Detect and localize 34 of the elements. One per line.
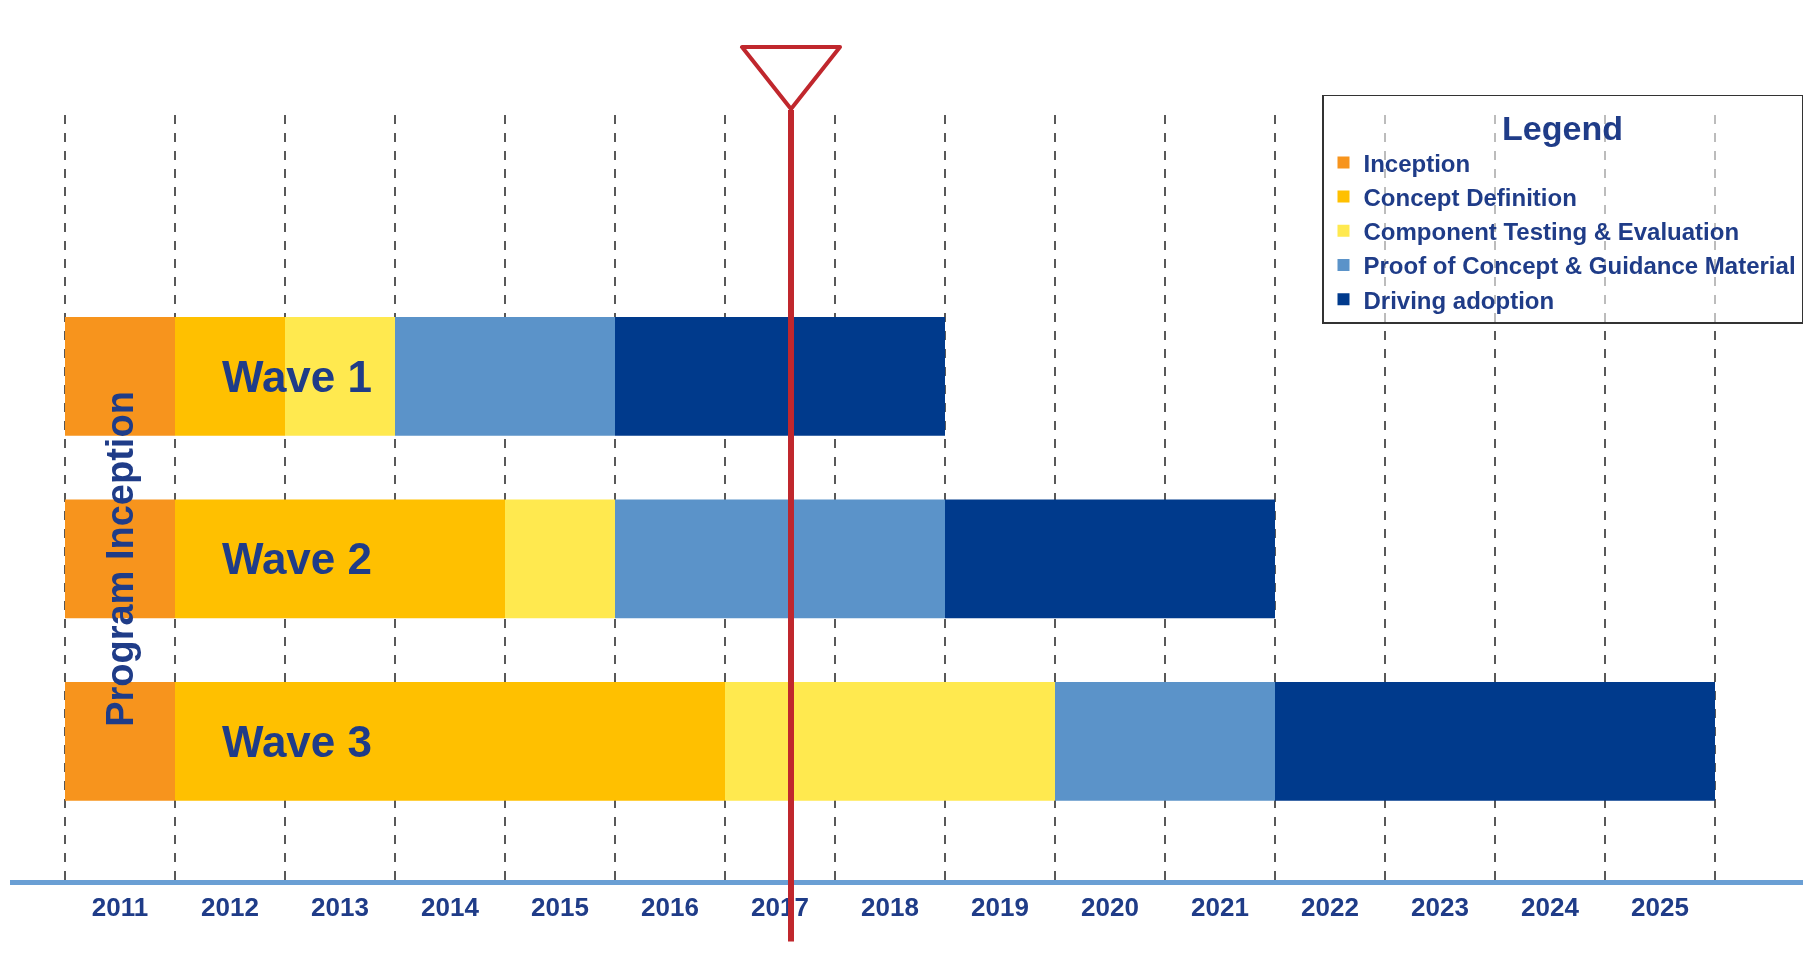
annotation: Program Inception (99, 391, 142, 727)
bar (1055, 682, 1275, 801)
bar (505, 499, 615, 619)
x-tick-label: 2013 (311, 892, 369, 923)
legend-label: Proof of Concept & Guidance Material (1363, 252, 1796, 280)
x-tick-label: 2014 (421, 892, 480, 923)
bar (615, 317, 945, 436)
x-tick-label: 2025 (1631, 892, 1689, 923)
x-tick-label: 2019 (971, 892, 1029, 923)
legend-label: Driving adoption (1363, 286, 1555, 314)
x-tick-label: 2012 (201, 892, 259, 923)
legend-label: Concept Definition (1363, 183, 1577, 211)
legend-label: Component Testing & Evaluation (1363, 218, 1740, 246)
bar (725, 682, 1055, 801)
bar (615, 499, 945, 619)
legend-label: Inception (1363, 149, 1471, 177)
bar (1275, 682, 1715, 801)
x-tick-label: 2023 (1411, 892, 1469, 923)
x-tick-label: 2024 (1521, 892, 1580, 923)
bar (175, 682, 725, 801)
y-tick-label: Wave 1 (222, 352, 373, 401)
legend-title: Legend (1502, 109, 1623, 148)
x-tick-label: 2011 (91, 892, 149, 923)
y-tick-label: Wave 3 (222, 717, 373, 766)
y-tick-label: Wave 2 (222, 534, 373, 583)
x-tick-label: 2021 (1191, 892, 1249, 923)
bar (175, 499, 505, 619)
x-tick-label: 2020 (1081, 892, 1139, 923)
x-tick-label: 2016 (641, 892, 699, 923)
x-tick-label: 2018 (861, 892, 919, 923)
bar (945, 499, 1275, 619)
bar (395, 317, 615, 436)
x-tick-label: 2022 (1301, 892, 1359, 923)
x-tick-label: 2015 (531, 892, 589, 923)
